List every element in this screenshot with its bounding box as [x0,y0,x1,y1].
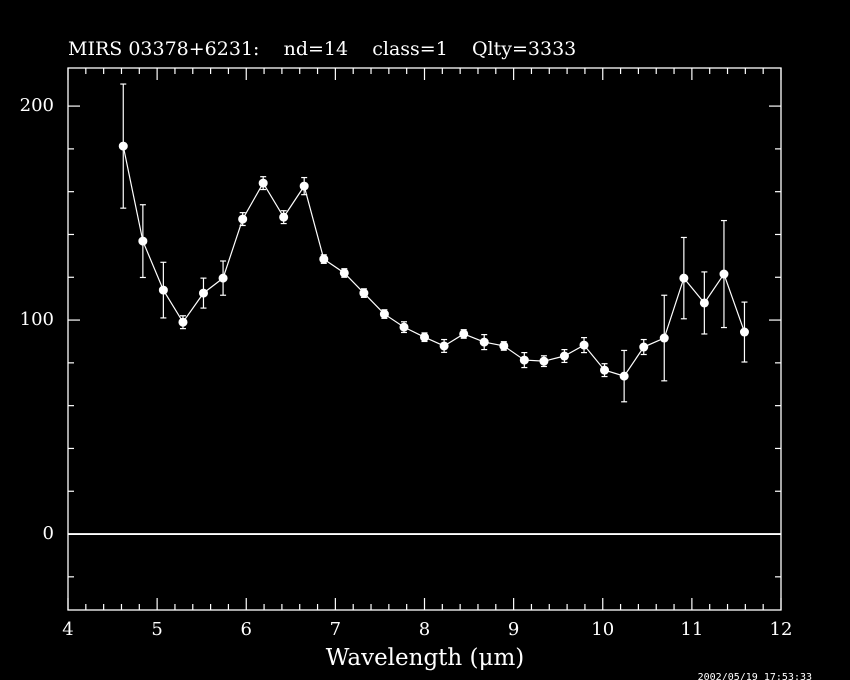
x-axis-label: Wavelength (μm) [326,645,525,671]
x-tick-label: 10 [591,619,614,640]
data-point [559,351,569,361]
x-tick-label: 12 [770,619,793,640]
data-point [178,317,188,327]
data-point [420,332,429,342]
data-point [379,309,389,319]
data-point [619,371,629,381]
data-point [459,329,469,339]
x-tick-label: 7 [330,619,341,640]
data-point [399,322,409,332]
data-point [238,214,248,224]
x-tick-label: 11 [680,619,703,640]
data-point [579,340,589,350]
data-point [118,141,128,151]
data-point [739,327,749,337]
data-point [679,273,689,283]
data-point [699,298,709,308]
data-point [659,333,669,343]
data-point [439,341,449,351]
data-point [258,178,268,188]
x-tick-label: 6 [241,619,252,640]
x-tick-label: 9 [508,619,519,640]
timestamp: 2002/05/19 17:53:33 [698,672,812,680]
data-point [279,212,289,222]
chart-title: MIRS 03378+6231: nd=14 class=1 Qlty=3333 [68,38,576,60]
data-point [539,356,549,366]
data-point [299,181,309,191]
data-point [218,273,228,283]
data-point [499,341,509,351]
data-point [639,342,649,352]
x-tick-label: 4 [62,619,73,640]
data-point [519,355,529,365]
y-tick-label: 200 [20,95,54,116]
y-tick-label: 100 [20,309,54,330]
data-point [158,285,168,295]
x-tick-label: 5 [151,619,162,640]
data-point [719,269,729,279]
data-line [122,145,746,377]
y-tick-label: 0 [43,523,54,544]
data-point [339,268,349,278]
data-point [359,288,369,298]
data-point [138,236,148,246]
data-point [319,254,329,264]
x-tick-label: 8 [419,619,430,640]
data-point [198,288,208,298]
data-point [479,337,489,347]
data-point [600,365,610,375]
